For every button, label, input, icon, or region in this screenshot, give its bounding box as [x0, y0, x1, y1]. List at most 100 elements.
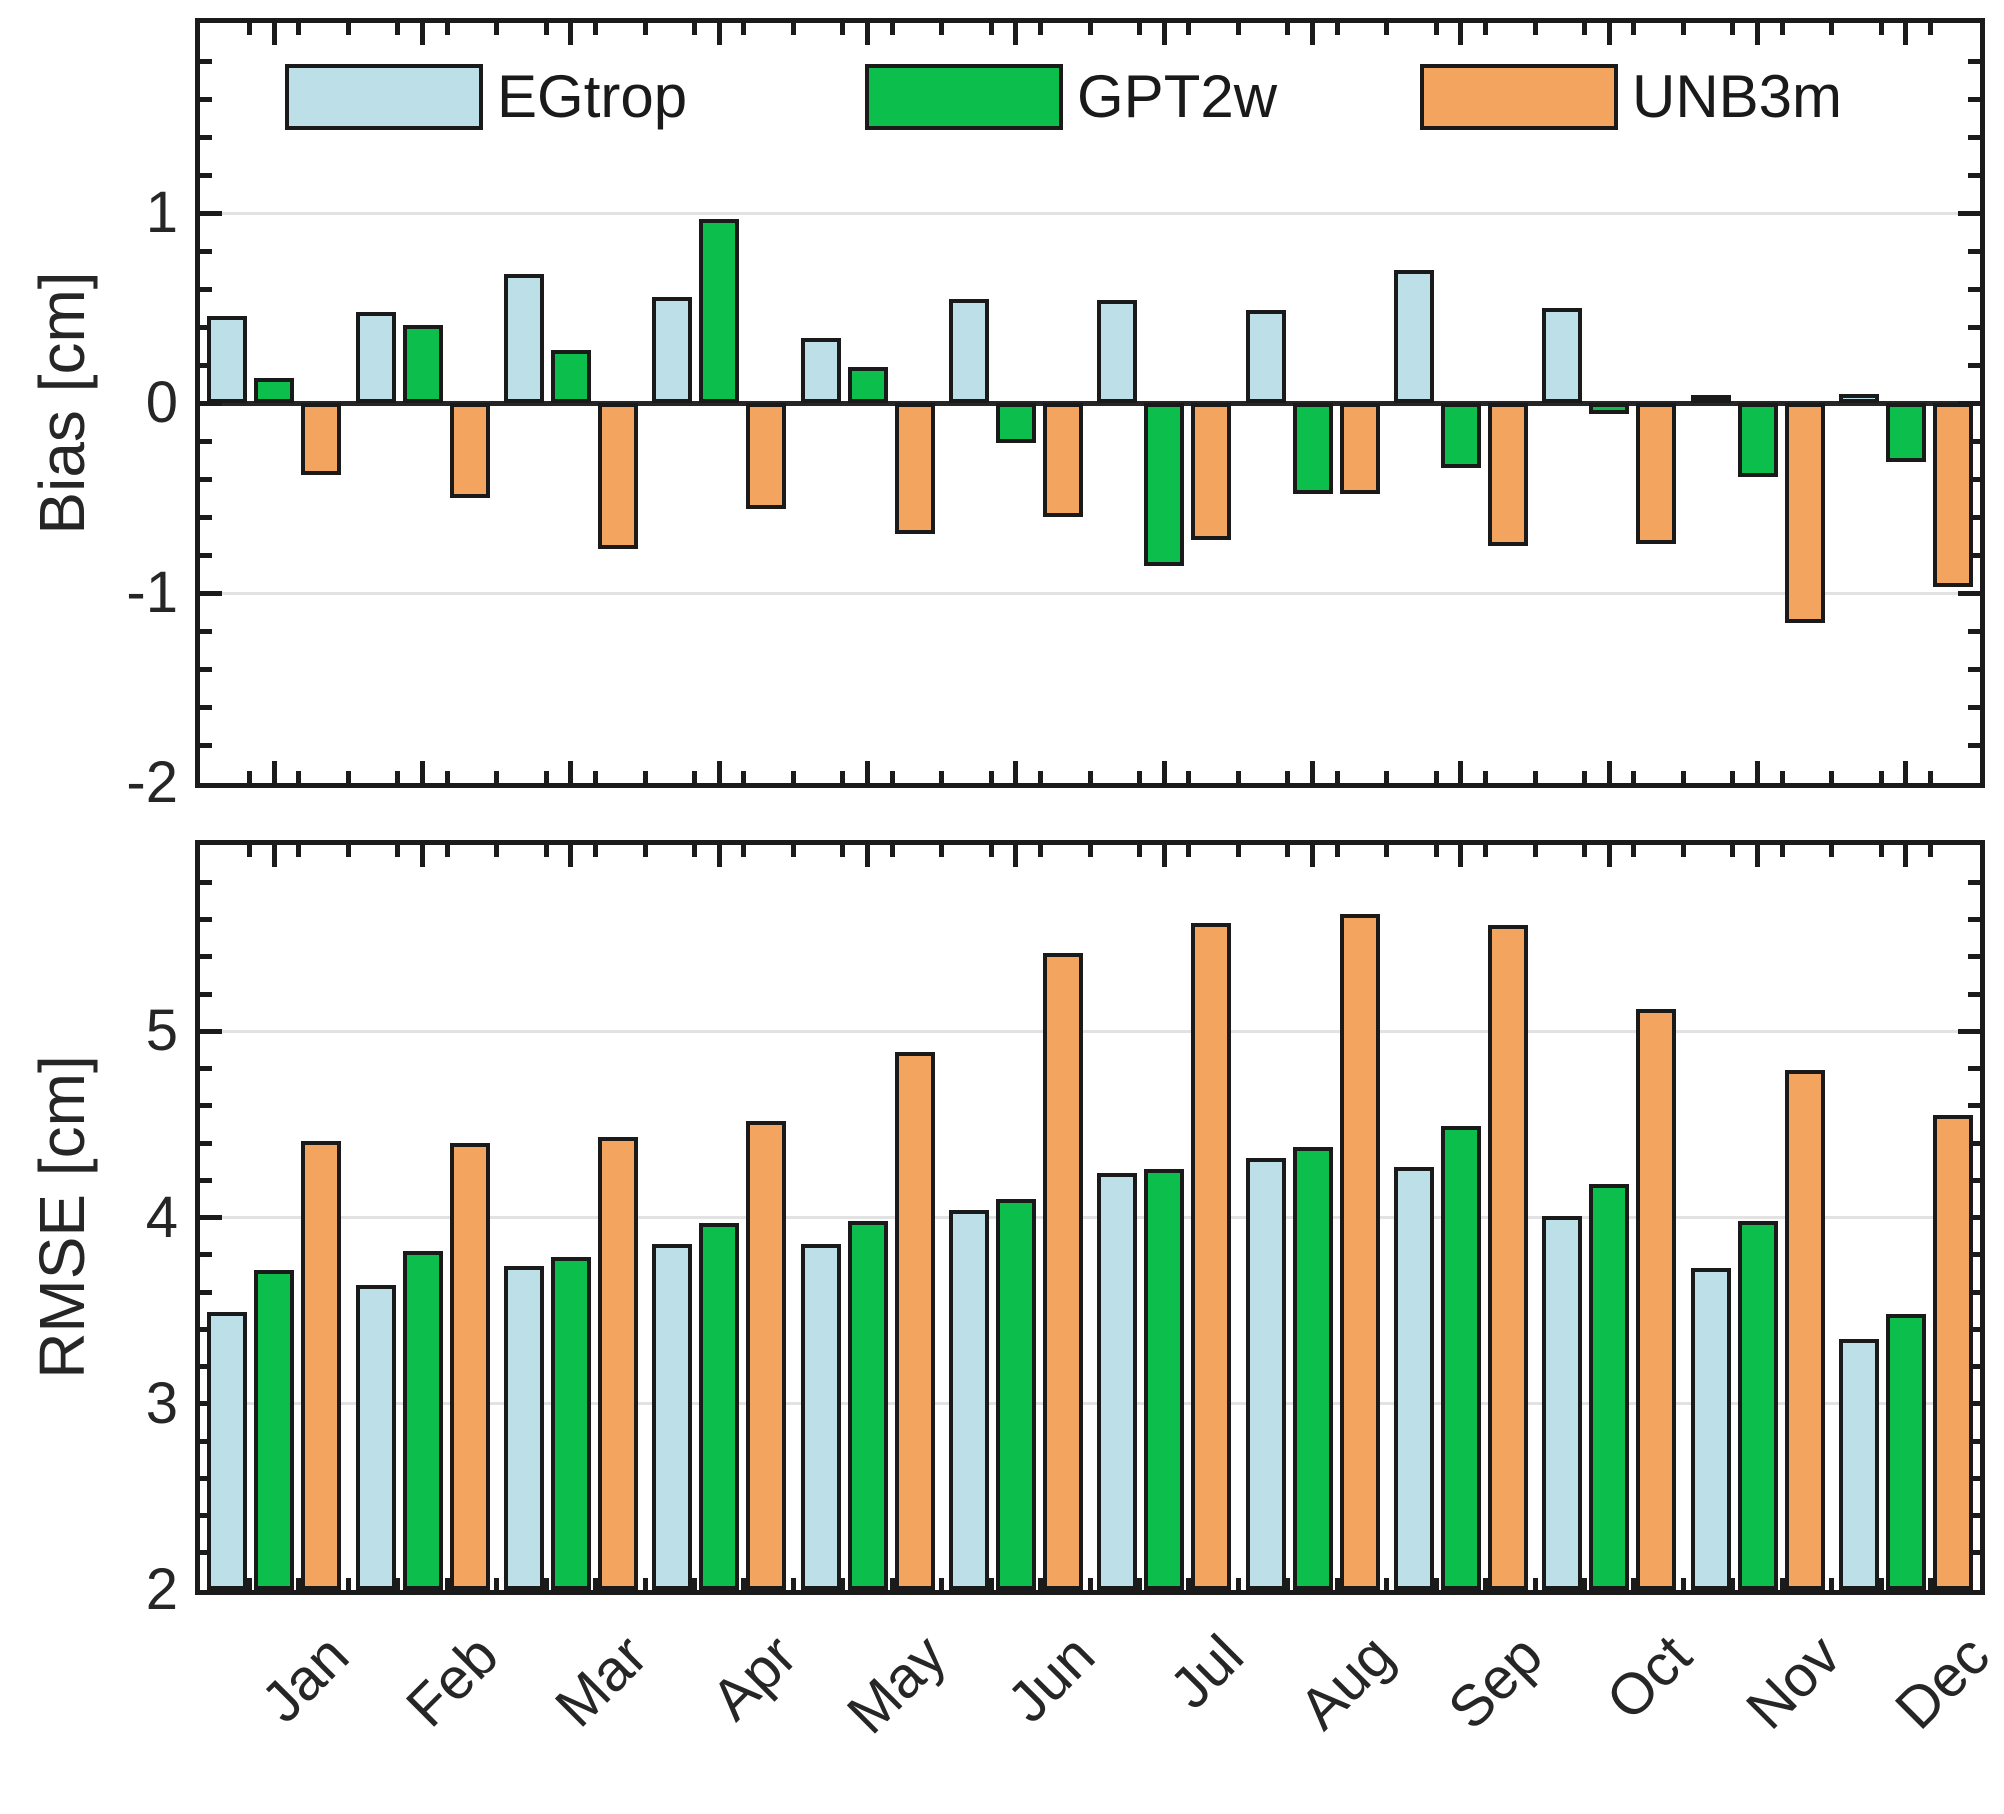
x-minor-tick	[1483, 1578, 1489, 1590]
x-minor-tick	[1087, 1578, 1093, 1590]
y-tick	[1968, 96, 1980, 102]
bar-gpt2w-nov	[1737, 1221, 1778, 1590]
bar-unb3m-apr	[746, 403, 787, 510]
legend-item-egtrop: EGtrop	[285, 62, 687, 131]
x-minor-tick	[1186, 771, 1192, 783]
x-major-tick	[1013, 761, 1019, 783]
x-minor-tick	[1532, 23, 1538, 35]
x-minor-tick	[889, 1578, 895, 1590]
legend-label: UNB3m	[1632, 63, 1843, 130]
bar-unb3m-dec	[1932, 403, 1973, 588]
x-minor-tick	[395, 845, 401, 857]
bar-gpt2w-may	[847, 1221, 888, 1590]
legend-item-unb3m: UNB3m	[1420, 62, 1842, 131]
gridline-y-4	[200, 1216, 1980, 1219]
x-minor-tick	[1829, 845, 1835, 857]
y-tick	[200, 1475, 212, 1481]
bar-gpt2w-apr	[699, 1223, 740, 1590]
bar-gpt2w-jan	[254, 378, 295, 403]
x-minor-tick	[1829, 1578, 1835, 1590]
x-minor-tick	[444, 1578, 450, 1590]
y-tick	[200, 742, 212, 748]
y-tick-label: 4	[145, 1184, 178, 1250]
x-minor-tick	[1235, 1578, 1241, 1590]
x-minor-tick	[1581, 771, 1587, 783]
y-tick	[1968, 954, 1980, 960]
x-minor-tick	[1334, 1578, 1340, 1590]
bar-gpt2w-jun	[995, 1198, 1036, 1590]
x-minor-tick	[1928, 845, 1934, 857]
y-tick	[1968, 1513, 1980, 1518]
x-minor-tick	[1730, 771, 1736, 783]
x-minor-tick	[1532, 771, 1538, 783]
x-tick-label-jun: Jun	[995, 1622, 1108, 1735]
bar-egtrop-jun	[948, 1210, 989, 1590]
y-tick	[200, 514, 212, 520]
bar-egtrop-jan	[207, 1312, 248, 1590]
x-minor-tick	[444, 771, 450, 783]
bar-gpt2w-jul	[1144, 403, 1185, 567]
x-minor-tick	[1928, 23, 1934, 35]
x-minor-tick	[1235, 845, 1241, 857]
y-tick	[1968, 286, 1980, 292]
x-major-tick	[865, 23, 870, 45]
x-minor-tick	[790, 771, 796, 783]
bar-egtrop-nov	[1690, 395, 1731, 404]
x-minor-tick	[296, 845, 302, 857]
y-tick	[1958, 590, 1980, 596]
bar-gpt2w-feb	[402, 325, 443, 403]
x-minor-tick	[1829, 23, 1835, 35]
x-minor-tick	[1285, 771, 1291, 783]
bar-unb3m-oct	[1636, 1008, 1677, 1590]
bar-egtrop-may	[800, 1243, 841, 1590]
x-minor-tick	[741, 23, 747, 35]
x-minor-tick	[1581, 845, 1587, 857]
x-minor-tick	[840, 771, 846, 783]
y-tick	[1968, 742, 1980, 748]
x-minor-tick	[1433, 845, 1439, 857]
x-minor-tick	[1087, 23, 1093, 35]
x-tick-label-mar: Mar	[542, 1622, 660, 1740]
x-minor-tick	[1779, 771, 1785, 783]
x-minor-tick	[988, 845, 994, 857]
bar-unb3m-jul	[1191, 923, 1232, 1590]
y-tick	[200, 704, 212, 710]
x-minor-tick	[494, 771, 500, 783]
x-major-tick	[1458, 845, 1464, 867]
bar-egtrop-feb	[355, 1284, 396, 1590]
x-major-tick	[1310, 23, 1315, 45]
y-tick	[1968, 1475, 1980, 1481]
x-minor-tick	[889, 23, 895, 35]
y-tick	[200, 1289, 212, 1295]
x-major-tick	[1606, 23, 1612, 45]
x-minor-tick	[741, 845, 747, 857]
x-minor-tick	[246, 845, 252, 857]
x-major-tick	[1161, 23, 1167, 45]
x-minor-tick	[543, 23, 549, 35]
x-tick-label-may: May	[834, 1622, 958, 1747]
x-major-tick	[1161, 845, 1167, 867]
x-major-tick	[568, 23, 574, 45]
y-tick	[1968, 1177, 1980, 1183]
y-tick	[1968, 1066, 1980, 1071]
x-minor-tick	[543, 1578, 549, 1590]
x-minor-tick	[642, 23, 648, 35]
y-tick	[1968, 362, 1980, 368]
x-minor-tick	[642, 771, 648, 783]
y-tick	[1968, 991, 1980, 997]
bar-egtrop-nov	[1690, 1267, 1731, 1590]
y-tick	[200, 476, 212, 482]
y-tick-label: 3	[145, 1370, 178, 1436]
bar-gpt2w-aug	[1292, 1146, 1333, 1590]
legend-item-gpt2w: GPT2w	[865, 62, 1277, 131]
x-minor-tick	[1235, 23, 1241, 35]
x-minor-tick	[1186, 23, 1192, 35]
bar-unb3m-aug	[1339, 913, 1380, 1590]
x-minor-tick	[790, 845, 796, 857]
x-major-tick	[1013, 23, 1019, 45]
y-tick	[200, 362, 212, 368]
x-minor-tick	[1285, 845, 1291, 857]
legend-swatch-egtrop	[285, 63, 483, 130]
x-major-tick	[1161, 761, 1167, 783]
